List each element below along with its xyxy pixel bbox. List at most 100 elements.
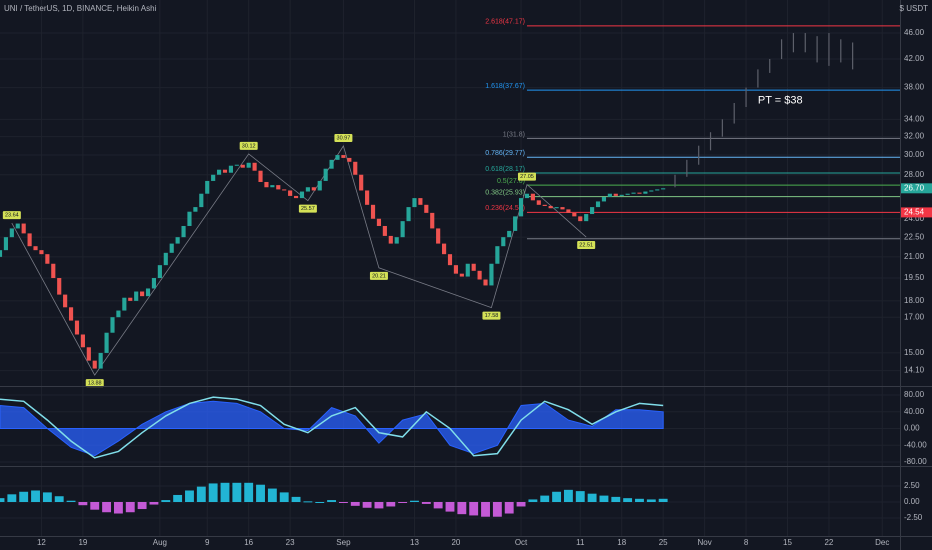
candle [394, 237, 399, 244]
candle [359, 174, 364, 191]
candle [471, 263, 476, 271]
candle [299, 191, 305, 199]
x-tick-label: 18 [617, 538, 626, 547]
pivot-box [517, 172, 536, 181]
candle [175, 237, 180, 244]
candle [264, 181, 269, 188]
y-tick-label: 40.00 [904, 407, 925, 416]
x-tick-label: 16 [244, 538, 253, 547]
y-tick-label: 24.00 [904, 214, 925, 223]
histogram-bar [185, 490, 194, 502]
pivot-label: 20.21 [372, 273, 386, 279]
candle [637, 192, 642, 194]
fib-label: 0.5(27.0) [497, 178, 525, 185]
candle [80, 334, 85, 348]
histogram-bar [611, 496, 621, 502]
histogram-bar [279, 492, 289, 502]
candle [211, 174, 216, 181]
histogram-bar [113, 502, 123, 514]
x-tick-label: 20 [451, 538, 460, 547]
y-tick-label: 80.00 [904, 390, 925, 399]
y-tick-label: 15.00 [904, 348, 925, 357]
candle [513, 216, 518, 231]
pivot-box [298, 204, 317, 213]
annotation: PT = $38 [758, 95, 803, 107]
y-tick-label: 28.00 [904, 170, 925, 179]
candle [98, 352, 103, 369]
candle [655, 189, 660, 191]
candle [187, 211, 192, 226]
pivot-label: 13.88 [88, 381, 102, 387]
candle [234, 164, 239, 166]
candle [151, 278, 157, 289]
y-tick-label: 46.00 [904, 28, 925, 37]
histogram-bar [350, 502, 360, 506]
histogram-bar [173, 494, 183, 502]
candle [382, 225, 387, 236]
candle [453, 265, 458, 274]
oscillator-line [0, 396, 664, 459]
candle [548, 205, 553, 209]
y-tick-label: 19.50 [904, 273, 925, 282]
x-tick-label: 22 [824, 538, 833, 547]
pivot-label: 22.51 [579, 243, 593, 249]
histogram-bar [66, 500, 76, 502]
histogram-bar [90, 502, 100, 510]
histogram-bar [635, 498, 644, 502]
histogram-bar [19, 491, 29, 502]
candle [293, 195, 299, 199]
candle [222, 169, 228, 173]
candle [163, 252, 168, 266]
candle [33, 246, 38, 251]
histogram-bar [78, 502, 88, 506]
candle [51, 263, 56, 279]
candle [501, 237, 506, 247]
candle [240, 164, 245, 168]
candle [465, 263, 470, 277]
histogram-bar [7, 494, 17, 502]
y-tick-label: 22.50 [904, 232, 925, 241]
histogram-bar [303, 501, 313, 503]
histogram-bar [457, 502, 467, 515]
histogram-bar [327, 500, 337, 502]
candle [643, 191, 648, 194]
x-tick-label: 13 [410, 538, 419, 547]
pivot-box [577, 241, 596, 250]
pivot-label: 23.64 [5, 213, 19, 219]
candle [613, 193, 618, 196]
candle [305, 187, 310, 192]
candle [276, 185, 281, 190]
candle [341, 155, 346, 158]
candle [246, 162, 251, 168]
candle [228, 165, 233, 173]
pivot-label: 27.05 [520, 174, 534, 180]
candle [542, 204, 547, 206]
candle [181, 225, 186, 238]
candle [63, 294, 68, 308]
plot: 2.618(47.17) 1.618(37.67) 1(31.8) 0.786(29.… [0, 19, 900, 517]
histogram-bar [587, 493, 597, 502]
candle [442, 243, 447, 255]
histogram-bar [623, 498, 633, 502]
candle [524, 193, 530, 199]
candle [424, 204, 429, 213]
price-tag [901, 207, 932, 218]
y-tick-label: 32.00 [904, 132, 925, 141]
candle [193, 207, 198, 212]
x-tick-label: Oct [515, 538, 528, 547]
y-tick-label: 2.50 [904, 481, 920, 490]
histogram-bar [528, 499, 538, 502]
pivot-box [85, 379, 104, 388]
candle [447, 254, 453, 266]
histogram-bar [433, 502, 443, 509]
pivot-label: 25.57 [301, 206, 315, 212]
x-tick-label: 19 [78, 538, 87, 547]
candle [619, 194, 624, 196]
candle [584, 214, 589, 222]
histogram-bar [421, 502, 431, 504]
histogram-bar [445, 502, 455, 512]
candle [590, 207, 595, 215]
candle [430, 212, 435, 229]
histogram-bar [575, 491, 585, 502]
histogram-bar [646, 499, 656, 502]
